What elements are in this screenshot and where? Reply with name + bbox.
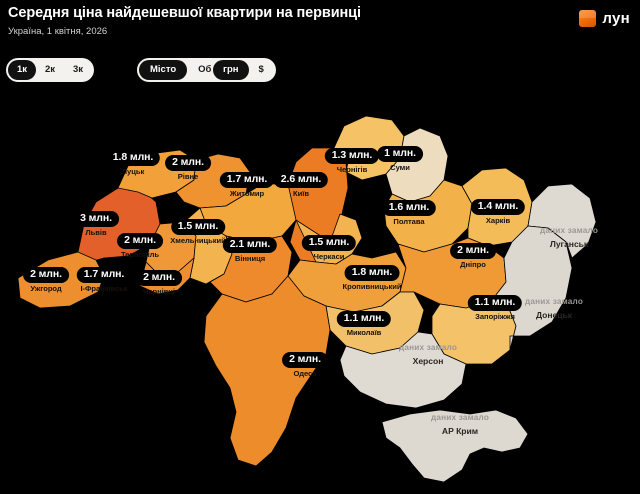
rooms-option-1k[interactable]: 1к: [8, 60, 36, 80]
city-name: Запоріжжя: [475, 312, 515, 321]
map-region-odesa[interactable]: [203, 275, 331, 467]
city-name: Луганськ: [549, 239, 589, 249]
ukraine-choropleth-map: 3 млн. Львів 1.8 млн. Луцьк 2 млн. Рівне 1.7 м…: [0, 92, 640, 494]
map-label-chernihiv[interactable]: 1.3 млн. Чернігів: [324, 145, 380, 174]
map-label-ternopil[interactable]: 2 млн. Тернопіль: [117, 230, 163, 259]
currency-filter-group[interactable]: грн $: [211, 58, 276, 82]
map-label-luhansk[interactable]: даних замало Луганськ: [540, 220, 598, 249]
currency-option-uah[interactable]: грн: [213, 60, 249, 80]
city-name: Суми: [390, 163, 410, 172]
map-label-uzhhorod[interactable]: 2 млн. Ужгород: [23, 264, 69, 293]
page-subtitle: Україна, 1 квітня, 2026: [8, 26, 108, 37]
price-badge: 1.5 млн.: [301, 235, 357, 251]
scope-option-city[interactable]: Місто: [139, 60, 188, 80]
filters-toolbar: 1к 2к 3к Місто Область грн $: [0, 58, 640, 88]
city-name: Рівне: [177, 172, 199, 181]
map-label-volyn[interactable]: 1.8 млн. Луцьк: [105, 147, 161, 176]
map-label-zaporizhzhia[interactable]: 1.1 млн. Запоріжжя: [467, 292, 523, 321]
nodata-text: даних замало: [398, 343, 458, 352]
map-label-lviv[interactable]: 3 млн. Львів: [73, 208, 119, 237]
price-badge: 2.1 млн.: [222, 237, 278, 253]
price-badge: 2 млн.: [23, 267, 69, 283]
price-badge: 2 млн.: [282, 352, 328, 368]
map-region-kherson[interactable]: [339, 331, 467, 409]
price-badge: 1.1 млн.: [336, 311, 392, 327]
price-badge: 1.4 млн.: [470, 199, 526, 215]
price-badge: 2.6 млн.: [273, 172, 329, 188]
nodata-text: даних замало: [524, 297, 584, 306]
map-label-odesa[interactable]: 2 млн. Одеса: [282, 349, 328, 378]
city-name: Львів: [85, 228, 107, 237]
city-name: Одеса: [293, 369, 317, 378]
nodata-text: даних замало: [430, 413, 490, 422]
map-label-kherson[interactable]: даних замало Херсон: [399, 337, 457, 366]
city-name: Харків: [485, 216, 511, 225]
city-name: Дніпро: [460, 260, 486, 269]
city-name: Тернопіль: [120, 250, 160, 259]
price-badge: 2 млн.: [450, 243, 496, 259]
city-name: АР Крим: [441, 426, 479, 436]
map-label-kyiv[interactable]: 2.6 млн. Київ: [273, 169, 329, 198]
map-label-dnipro[interactable]: 2 млн. Дніпро: [450, 240, 496, 269]
city-name: Київ: [293, 189, 309, 198]
map-label-mykolaiv[interactable]: 1.1 млн. Миколаїв: [336, 308, 392, 337]
rooms-option-3k[interactable]: 3к: [72, 64, 84, 75]
price-badge: 2 млн.: [165, 155, 211, 171]
map-label-khmelnytsky[interactable]: 1.5 млн. Хмельницький: [170, 216, 226, 245]
city-name: Херсон: [412, 356, 444, 366]
brand-name: лун: [602, 10, 630, 27]
city-name: Чернівці: [143, 287, 175, 296]
price-badge: 1.7 млн.: [219, 172, 275, 188]
city-name: Миколаїв: [346, 328, 382, 337]
city-name: Кропивницький: [342, 282, 402, 291]
price-badge: 3 млн.: [73, 211, 119, 227]
city-name: Луцьк: [121, 167, 145, 176]
price-badge: 1.6 млн.: [381, 200, 437, 216]
map-label-poltava[interactable]: 1.6 млн. Полтава: [381, 197, 437, 226]
map-label-zhytomyr[interactable]: 1.7 млн. Житомир: [219, 169, 275, 198]
map-label-sumy[interactable]: 1 млн. Суми: [377, 143, 423, 172]
price-badge: 1.1 млн.: [467, 295, 523, 311]
page-title: Середня ціна найдешевшої квартири на пер…: [8, 5, 361, 21]
city-name: Житомир: [229, 189, 265, 198]
orange-cube-icon: [579, 10, 597, 27]
map-label-cherkasy[interactable]: 1.5 млн. Черкаси: [301, 232, 357, 261]
currency-option-usd[interactable]: $: [258, 64, 264, 75]
price-badge: 1.8 млн.: [344, 265, 400, 281]
price-badge: 1.8 млн.: [105, 150, 161, 166]
map-region-donetsk[interactable]: [491, 225, 573, 351]
city-name: І-Франківськ: [80, 284, 128, 293]
price-badge: 2 млн.: [136, 270, 182, 286]
price-badge: 1 млн.: [377, 146, 423, 162]
page-header: Середня ціна найдешевшої квартири на пер…: [0, 0, 640, 48]
city-name: Вінниця: [234, 254, 266, 263]
nodata-text: даних замало: [539, 226, 599, 235]
map-label-kropyvnytsky[interactable]: 1.8 млн. Кропивницький: [343, 262, 402, 291]
map-label-kharkiv[interactable]: 1.4 млн. Харків: [470, 196, 526, 225]
map-label-vinnytsia[interactable]: 2.1 млн. Вінниця: [222, 234, 278, 263]
price-badge: 1.7 млн.: [76, 267, 132, 283]
city-name: Черкаси: [313, 252, 345, 261]
price-badge: 1.3 млн.: [324, 148, 380, 164]
price-badge: 2 млн.: [117, 233, 163, 249]
map-label-rivne[interactable]: 2 млн. Рівне: [165, 152, 211, 181]
map-label-donetsk[interactable]: даних замало Донецьк: [525, 291, 583, 320]
city-name: Чернігів: [336, 165, 368, 174]
city-name: Донецьк: [536, 310, 572, 320]
map-label-crimea[interactable]: даних замало АР Крим: [431, 407, 489, 436]
map-region-crimea[interactable]: [381, 409, 529, 483]
city-name: Хмельницький: [170, 236, 226, 245]
rooms-option-2k[interactable]: 2к: [44, 64, 56, 75]
map-label-ifrankivsk[interactable]: 1.7 млн. І-Франківськ: [76, 264, 132, 293]
city-name: Ужгород: [30, 284, 62, 293]
brand-logo[interactable]: лун: [579, 10, 630, 27]
rooms-filter-group[interactable]: 1к 2к 3к: [6, 58, 94, 82]
map-label-chernivtsi[interactable]: 2 млн. Чернівці: [136, 267, 182, 296]
price-badge: 1.5 млн.: [170, 219, 226, 235]
city-name: Полтава: [393, 217, 425, 226]
